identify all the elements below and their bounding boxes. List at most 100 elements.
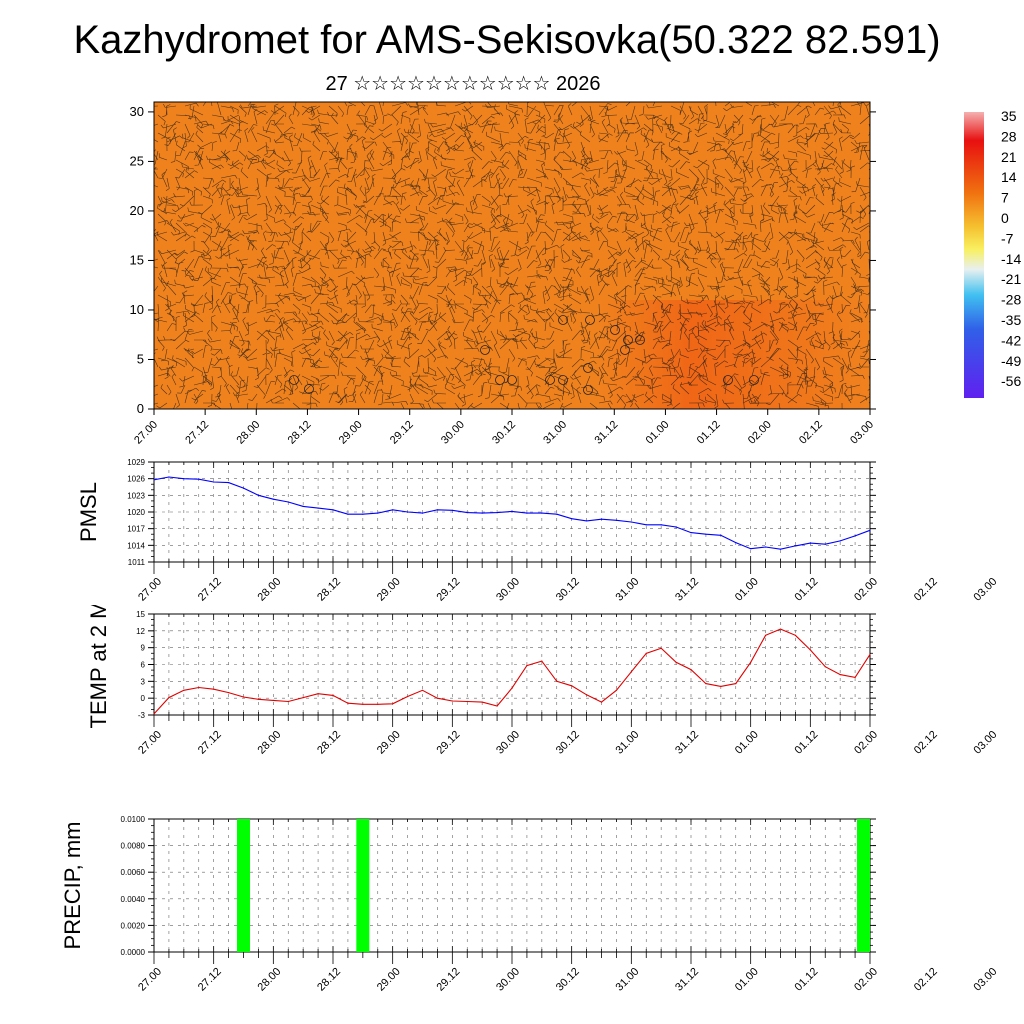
upper-air-cross-section: 0 5 10 15 20 25 30 27.00 27.12 28.00 28.12 29.00 29.… — [130, 101, 1021, 447]
data-point — [809, 542, 811, 544]
y-tick-label: 9 — [141, 644, 146, 653]
page-subtitle: 27 ☆☆☆☆☆☆☆☆☆☆☆ 2026 — [325, 73, 601, 95]
data-point — [272, 498, 274, 500]
x-tick-label: 27.00 — [136, 966, 164, 994]
data-point — [287, 700, 289, 703]
x-tick-label: 28.00 — [256, 729, 284, 757]
x-tick-label: 27.00 — [132, 419, 160, 447]
colorbar-label: 28 — [1001, 128, 1017, 144]
x-tick-label: 31.00 — [614, 729, 642, 757]
y-tick-label: 1029 — [127, 458, 145, 467]
y-tick-label: 25 — [130, 153, 144, 168]
data-point — [496, 705, 498, 707]
data-point — [556, 680, 558, 682]
data-point — [407, 695, 409, 698]
data-point — [630, 671, 632, 673]
y-tick-label: 3 — [141, 677, 146, 686]
colorbar-label: -7 — [1001, 230, 1014, 246]
wind-barbs — [154, 102, 870, 409]
y-tick-label: 5 — [137, 351, 144, 366]
x-tick-label: 01.00 — [733, 729, 761, 757]
y-axis-title: TEMP at 2 M — [86, 605, 111, 728]
data-point — [630, 521, 632, 523]
colorbar-label: -14 — [1001, 251, 1021, 267]
data-point — [615, 689, 618, 691]
data-point — [720, 534, 722, 536]
data-point — [854, 676, 856, 678]
y-tick-label: 30 — [130, 104, 144, 119]
data-point — [824, 543, 826, 545]
precip-bar — [857, 819, 870, 952]
colorbar-label: -21 — [1001, 271, 1021, 287]
y-tick-label: 15 — [130, 252, 144, 267]
data-point — [600, 701, 603, 703]
data-point — [332, 694, 334, 696]
data-point — [317, 507, 319, 509]
temperature-chart: -3 0 3 6 9 12 15 27.00 27.12 28.00 28.12 29.00 29.12… — [86, 605, 999, 757]
data-point — [690, 532, 692, 534]
x-tick-label: 29.00 — [337, 419, 365, 447]
x-tick-label: 01.12 — [695, 419, 723, 447]
data-point — [421, 689, 424, 691]
x-tick-label: 28.00 — [256, 966, 284, 994]
data-point — [526, 512, 528, 514]
data-point — [183, 478, 185, 480]
data-point — [481, 701, 483, 703]
data-point — [615, 519, 618, 521]
data-point — [228, 482, 230, 484]
data-point — [436, 509, 438, 511]
data-point — [765, 546, 767, 548]
x-tick-label: 29.12 — [435, 966, 463, 994]
x-tick-label: 01.12 — [793, 966, 821, 994]
data-point — [377, 512, 379, 514]
y-tick-label: 1011 — [128, 558, 146, 567]
data-point — [794, 545, 797, 547]
x-tick-label: 03.00 — [848, 419, 876, 447]
data-point — [153, 713, 155, 715]
x-tick-label: 02.12 — [797, 419, 825, 447]
data-point — [809, 649, 811, 651]
data-point — [571, 685, 573, 687]
x-tick-label: 29.00 — [375, 966, 403, 994]
x-tick-label: 31.00 — [614, 966, 642, 994]
data-point — [421, 512, 424, 514]
data-point — [436, 697, 438, 699]
colorbar — [964, 112, 984, 398]
y-tick-label: 1026 — [127, 475, 145, 484]
pmsl-chart: 1011 1014 1017 1020 1023 1026 1029 27.00 27.12 28… — [76, 458, 999, 604]
data-point — [600, 518, 603, 520]
y-tick-label: 1023 — [127, 491, 145, 500]
x-tick-label: 28.12 — [286, 419, 314, 447]
data-point — [779, 628, 782, 630]
x-tick-label: 02.00 — [852, 966, 880, 994]
colorbar-label: 14 — [1001, 169, 1017, 185]
colorbar-label: -42 — [1001, 332, 1021, 348]
y-tick-label: 15 — [136, 610, 145, 619]
data-point — [765, 634, 767, 636]
data-point — [511, 510, 513, 512]
data-point — [705, 683, 707, 685]
data-point — [272, 699, 274, 701]
y-tick-label: 6 — [141, 661, 146, 670]
data-point — [541, 660, 543, 662]
x-tick-label: 31.12 — [592, 419, 620, 447]
x-tick-label: 02.12 — [912, 576, 940, 604]
y-tick-label: 12 — [136, 627, 145, 636]
data-point — [362, 703, 364, 705]
data-point — [645, 652, 647, 654]
data-point — [735, 683, 737, 685]
colorbar-label: -28 — [1001, 292, 1021, 308]
data-point — [242, 487, 245, 489]
x-tick-label: 31.12 — [673, 576, 701, 604]
data-point — [407, 511, 409, 513]
data-point — [839, 674, 841, 676]
x-tick-label: 01.00 — [733, 966, 761, 994]
data-point — [466, 700, 468, 703]
x-tick-label: 02.00 — [746, 419, 774, 447]
data-point — [839, 540, 841, 542]
data-point — [392, 703, 394, 705]
data-point — [451, 509, 453, 511]
data-point — [869, 653, 871, 655]
data-point — [705, 533, 707, 535]
y-tick-label: 0.0020 — [121, 921, 146, 930]
